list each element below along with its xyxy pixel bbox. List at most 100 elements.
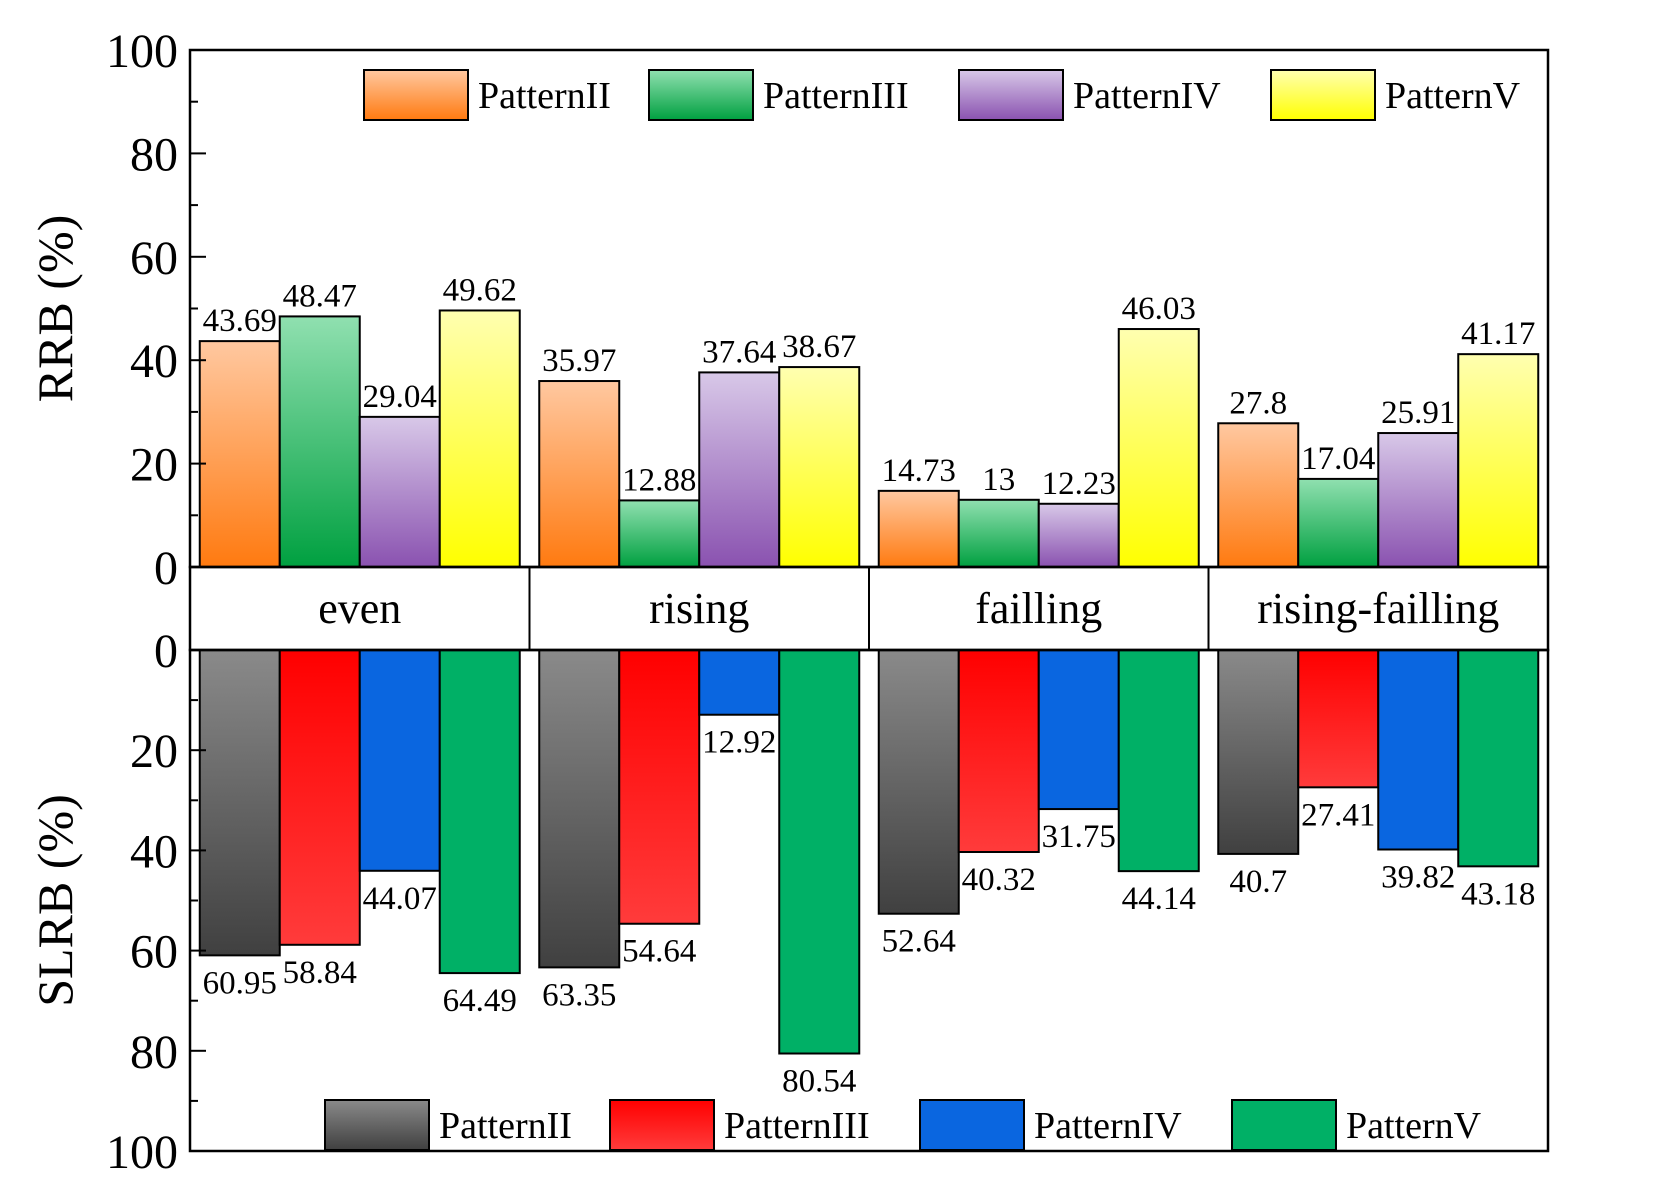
data-label-bottom-PatternIII-failling: 40.32 [962, 862, 1036, 898]
y-axis-title-top: RRB (%) [27, 215, 83, 403]
legend-swatch-PatternIII [648, 69, 754, 121]
category-label-rising-failling: rising-failling [1257, 584, 1499, 633]
tick-label-top-60: 60 [130, 232, 178, 285]
bars-layer [198, 309, 1540, 1055]
data-label-top-PatternIV-even: 29.04 [363, 379, 437, 415]
data-label-bottom-PatternIV-rising: 12.92 [702, 725, 776, 761]
legend-label-PatternIV: PatternIV [1034, 1105, 1182, 1147]
data-label-top-PatternV-failling: 46.03 [1122, 291, 1196, 327]
bar-bottom-PatternV-even [438, 649, 521, 975]
legend-label-PatternIV: PatternIV [1073, 75, 1221, 117]
bar-bottom-PatternV-failling [1117, 649, 1200, 873]
frame-layer [188, 48, 1550, 1153]
legend-swatch-PatternII [324, 1099, 430, 1151]
bar-bottom-PatternIII-even [278, 649, 361, 946]
data-label-top-PatternIV-rising-failling: 25.91 [1381, 395, 1455, 431]
data-label-top-PatternV-rising: 38.67 [782, 329, 856, 365]
legend-swatch-PatternIV [958, 69, 1064, 121]
bar-top-PatternIII-even [278, 315, 361, 568]
tick-label-bottom-40: 40 [130, 825, 178, 878]
data-label-top-PatternIII-rising-failling: 17.04 [1301, 441, 1375, 477]
legend-label-PatternII: PatternII [478, 75, 611, 117]
bar-top-PatternIV-failling [1037, 502, 1120, 569]
bar-bottom-PatternIII-rising-failling [1297, 649, 1380, 789]
bar-bottom-PatternV-rising-failling [1457, 649, 1540, 868]
bar-bottom-PatternV-rising [778, 649, 861, 1055]
tick-label-bottom-0: 0 [154, 625, 178, 678]
bar-top-PatternV-failling [1117, 328, 1200, 568]
data-label-top-PatternIII-failling: 13 [982, 462, 1015, 498]
bar-top-PatternIII-failling [957, 498, 1040, 569]
tick-label-top-100: 100 [106, 25, 178, 78]
legend-swatch-PatternV [1270, 69, 1376, 121]
bar-top-PatternIV-rising-failling [1377, 432, 1460, 568]
data-label-top-PatternII-failling: 14.73 [882, 453, 956, 489]
bar-top-PatternII-even [198, 340, 281, 569]
legend-label-PatternII: PatternII [439, 1105, 572, 1147]
legend-label-PatternV: PatternV [1346, 1105, 1482, 1147]
bar-bottom-PatternIII-rising [618, 649, 701, 925]
bar-bottom-PatternII-failling [877, 649, 960, 915]
bar-top-PatternII-rising [538, 380, 621, 568]
bar-top-PatternIII-rising [618, 499, 701, 568]
y-axis-title-bottom: SLRB (%) [27, 794, 83, 1007]
tick-label-top-20: 20 [130, 439, 178, 492]
data-label-bottom-PatternV-rising-failling: 43.18 [1461, 876, 1535, 912]
data-label-top-PatternII-even: 43.69 [203, 303, 277, 339]
legend-swatch-PatternIV [919, 1099, 1025, 1151]
data-label-bottom-PatternV-rising: 80.54 [782, 1064, 856, 1100]
bar-bottom-PatternII-rising [538, 649, 621, 969]
legend-swatch-PatternII [363, 69, 469, 121]
category-label-rising: rising [649, 584, 749, 633]
category-label-failling: failling [975, 584, 1102, 633]
legend-label-PatternIII: PatternIII [724, 1105, 870, 1147]
tick-label-top-80: 80 [130, 128, 178, 181]
data-label-top-PatternIV-rising: 37.64 [702, 334, 776, 370]
bar-bottom-PatternIV-even [358, 649, 441, 872]
bar-top-PatternIV-even [358, 415, 441, 568]
data-label-bottom-PatternII-rising-failling: 40.7 [1229, 864, 1287, 900]
tick-label-top-40: 40 [130, 335, 178, 388]
data-label-bottom-PatternII-rising: 63.35 [542, 977, 616, 1013]
data-label-bottom-PatternIV-even: 44.07 [363, 881, 437, 917]
category-label-even: even [318, 584, 401, 633]
data-label-bottom-PatternIII-rising-failling: 27.41 [1301, 797, 1375, 833]
data-label-bottom-PatternII-even: 60.95 [203, 965, 277, 1001]
data-label-bottom-PatternIV-failling: 31.75 [1042, 819, 1116, 855]
bar-top-PatternV-even [438, 309, 521, 568]
data-label-bottom-PatternV-failling: 44.14 [1122, 881, 1196, 917]
data-label-bottom-PatternV-even: 64.49 [443, 983, 517, 1019]
legend-label-PatternIII: PatternIII [763, 75, 909, 117]
legend-swatch-PatternV [1231, 1099, 1337, 1151]
bar-bottom-PatternIV-rising [698, 649, 781, 716]
bar-top-PatternII-failling [877, 489, 960, 568]
bar-bottom-PatternIV-rising-failling [1377, 649, 1460, 851]
legend-label-PatternV: PatternV [1385, 75, 1521, 117]
legend-layer: PatternII PatternIII PatternIV PatternV Patt… [324, 69, 1521, 1151]
bar-bottom-PatternII-even [198, 649, 281, 957]
data-label-top-PatternIV-failling: 12.23 [1042, 466, 1116, 502]
data-label-top-PatternV-even: 49.62 [443, 272, 517, 308]
data-label-top-PatternIII-rising: 12.88 [622, 462, 696, 498]
data-label-bottom-PatternIII-rising: 54.64 [622, 934, 696, 970]
bar-bottom-PatternII-rising-failling [1217, 649, 1300, 855]
bar-top-PatternIV-rising [698, 371, 781, 569]
legend-swatch-PatternIII [609, 1099, 715, 1151]
data-label-bottom-PatternIV-rising-failling: 39.82 [1381, 859, 1455, 895]
tick-label-top-0: 0 [154, 542, 178, 595]
data-label-top-PatternII-rising-failling: 27.8 [1229, 385, 1287, 421]
bar-top-PatternV-rising-failling [1457, 353, 1540, 568]
bar-top-PatternV-rising [778, 366, 861, 569]
tick-label-bottom-100: 100 [106, 1126, 178, 1179]
bar-bottom-PatternIV-failling [1037, 649, 1120, 811]
data-label-top-PatternV-rising-failling: 41.17 [1461, 316, 1535, 352]
data-label-top-PatternII-rising: 35.97 [542, 343, 616, 379]
tick-label-bottom-20: 20 [130, 725, 178, 778]
bar-top-PatternII-rising-failling [1217, 422, 1300, 568]
data-label-bottom-PatternIII-even: 58.84 [283, 955, 357, 991]
data-label-top-PatternIII-even: 48.47 [283, 278, 357, 314]
bar-bottom-PatternIII-failling [957, 649, 1040, 854]
text-layer: 43.69 35.97 14.73 27.8 48.47 12.88 13 17.04 29.0… [27, 25, 1535, 1179]
bar-top-PatternIII-rising-failling [1297, 477, 1380, 568]
